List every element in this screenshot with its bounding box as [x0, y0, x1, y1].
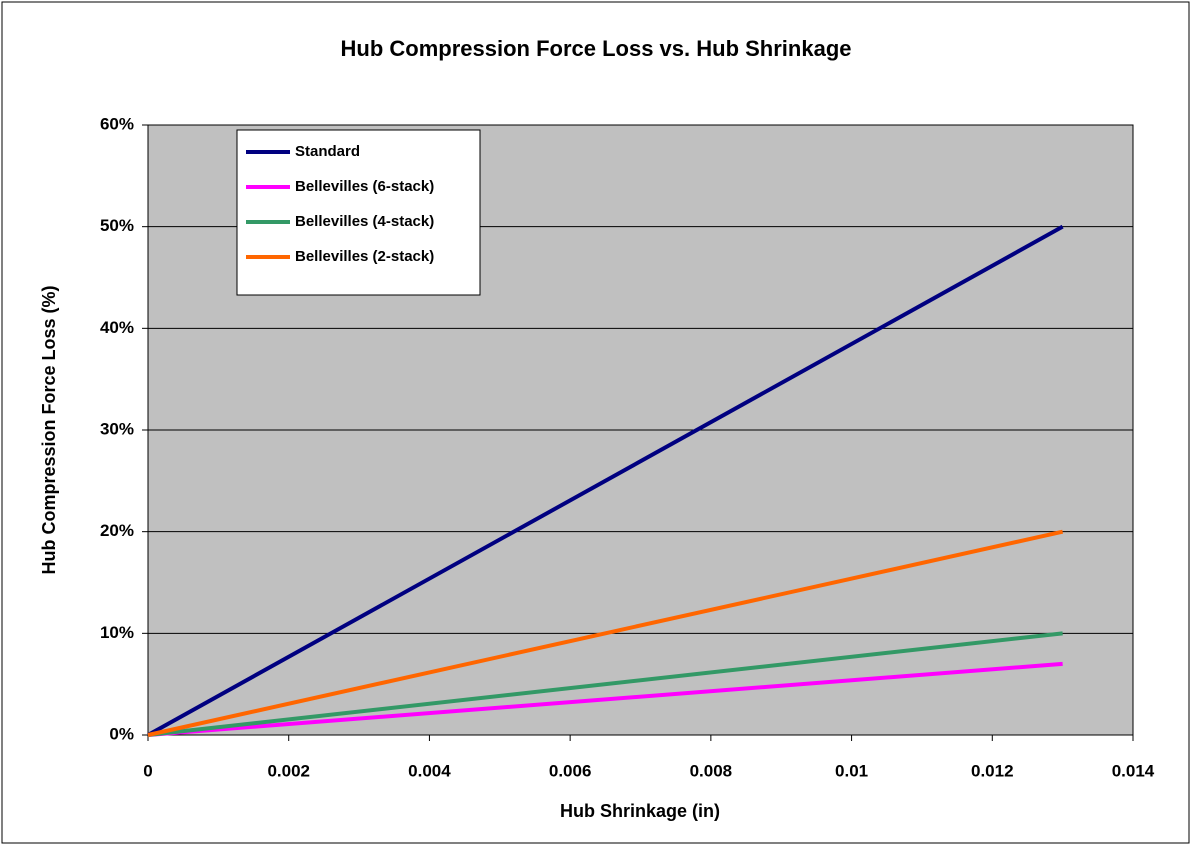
series-line	[147, 631, 1063, 737]
chart-title: Hub Compression Force Loss vs. Hub Shrin…	[341, 36, 852, 61]
legend-label: Bellevilles (2-stack)	[295, 248, 434, 265]
x-tick-label: 0.01	[835, 761, 868, 780]
legend-label: Bellevilles (4-stack)	[295, 213, 434, 230]
y-axis-title: Hub Compression Force Loss (%)	[39, 285, 59, 574]
y-tick-label: 50%	[100, 216, 134, 235]
x-tick-label: 0.002	[267, 761, 310, 780]
y-tick-label: 0%	[109, 724, 134, 743]
plot-border	[147, 124, 1134, 736]
y-tick-label: 10%	[100, 623, 134, 642]
y-tick-label: 20%	[100, 521, 134, 540]
x-tick-label: 0.006	[549, 761, 592, 780]
y-tick-label: 40%	[100, 318, 134, 337]
x-tick-label: 0.014	[1112, 761, 1155, 780]
legend-box	[236, 129, 481, 296]
x-tick-label: 0	[143, 761, 152, 780]
x-axis-title: Hub Shrinkage (in)	[560, 801, 720, 821]
legend-label: Bellevilles (6-stack)	[295, 178, 434, 195]
x-tick-label: 0.004	[408, 761, 451, 780]
x-tick-label: 0.008	[690, 761, 733, 780]
legend-label: Standard	[295, 143, 360, 160]
x-tick-label: 0.012	[971, 761, 1014, 780]
series-line	[147, 529, 1064, 737]
series-line	[147, 224, 1064, 737]
series-line	[147, 661, 1063, 737]
y-tick-label: 30%	[100, 419, 134, 438]
y-tick-label: 60%	[100, 114, 134, 133]
